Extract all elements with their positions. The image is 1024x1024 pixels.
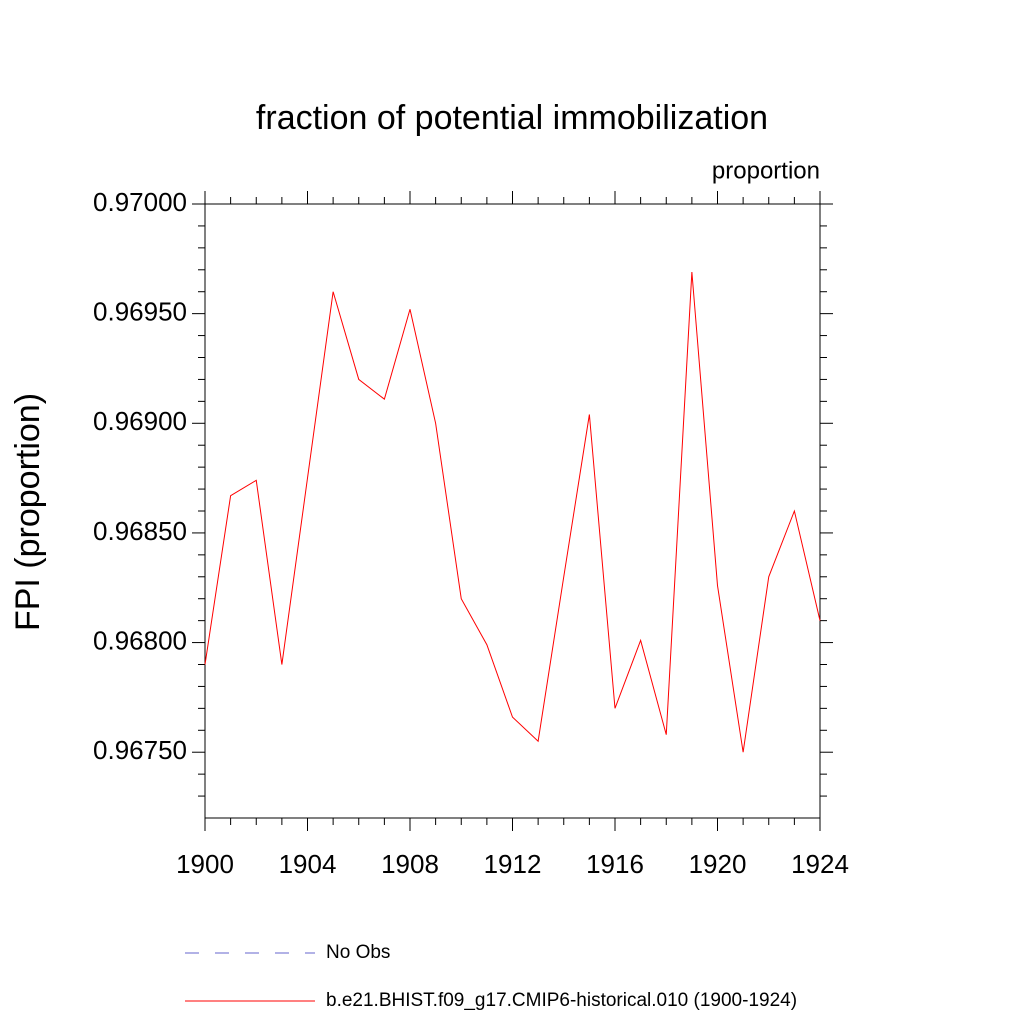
x-tick-label: 1900: [176, 849, 234, 879]
x-tick-label: 1908: [381, 849, 439, 879]
y-tick-label: 0.96750: [93, 735, 187, 765]
y-tick-label: 0.96900: [93, 406, 187, 436]
y-tick-label: 0.96800: [93, 625, 187, 655]
legend-label: b.e21.BHIST.f09_g17.CMIP6-historical.010…: [326, 990, 797, 1011]
plot-frame: [204, 203, 821, 819]
x-tick-label: 1920: [689, 849, 747, 879]
chart-title: fraction of potential immobilization: [256, 99, 768, 137]
y-tick-label: 0.96850: [93, 516, 187, 546]
legend-label: No Obs: [326, 942, 390, 963]
x-tick-label: 1904: [279, 849, 337, 879]
y-axis-label: FPI (proportion): [9, 393, 47, 631]
y-tick-label: 0.97000: [93, 187, 187, 217]
x-tick-label: 1916: [586, 849, 644, 879]
data-line: [204, 271, 821, 753]
x-tick-label: 1924: [791, 849, 849, 879]
x-tick-label: 1912: [484, 849, 542, 879]
chart-subtitle: proportion: [712, 157, 820, 184]
y-tick-label: 0.96950: [93, 297, 187, 327]
